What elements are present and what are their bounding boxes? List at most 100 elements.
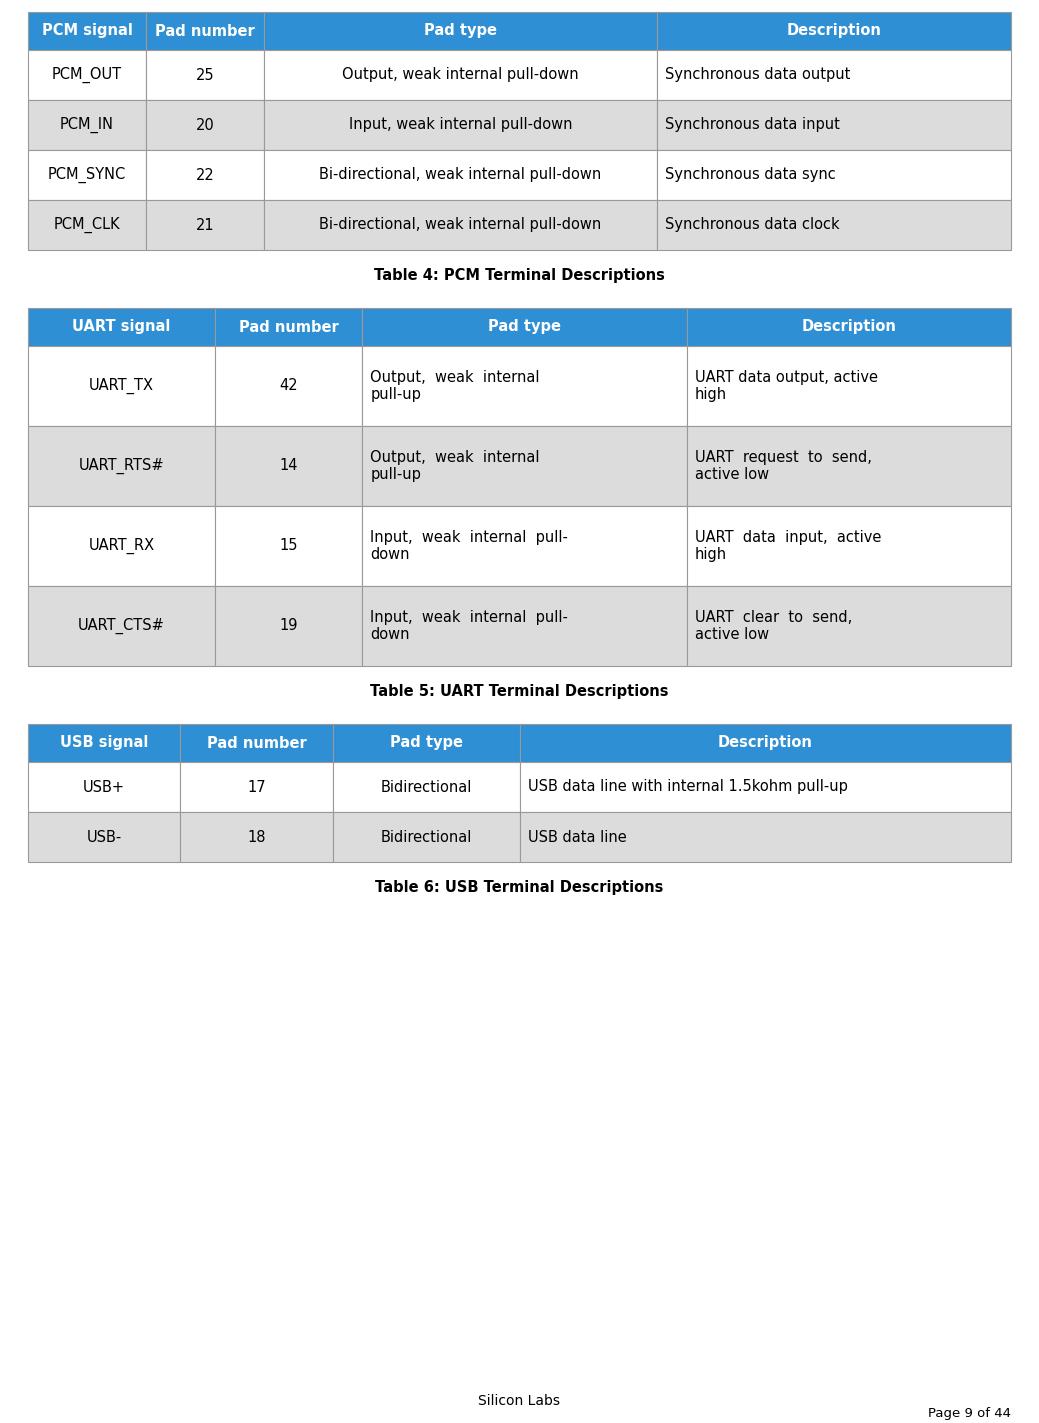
Text: PCM_IN: PCM_IN — [60, 117, 114, 134]
Text: Bidirectional: Bidirectional — [380, 780, 472, 794]
Text: Output,  weak  internal
pull-up: Output, weak internal pull-up — [370, 370, 539, 403]
Bar — [145, 11, 264, 50]
Bar — [181, 813, 332, 862]
Bar — [363, 425, 687, 507]
Bar — [657, 201, 1011, 250]
Bar — [181, 724, 332, 761]
Text: Output, weak internal pull-down: Output, weak internal pull-down — [342, 67, 579, 83]
Bar — [264, 201, 657, 250]
Text: 18: 18 — [247, 830, 266, 844]
Text: UART signal: UART signal — [72, 320, 170, 334]
Text: Table 5: UART Terminal Descriptions: Table 5: UART Terminal Descriptions — [370, 684, 669, 699]
Text: Bi-directional, weak internal pull-down: Bi-directional, weak internal pull-down — [319, 168, 602, 182]
Bar — [28, 201, 145, 250]
Text: 19: 19 — [279, 619, 298, 633]
Bar — [215, 507, 363, 586]
Bar — [28, 813, 181, 862]
Bar — [363, 586, 687, 666]
Bar — [657, 11, 1011, 50]
Text: Pad type: Pad type — [488, 320, 561, 334]
Text: UART data output, active
high: UART data output, active high — [695, 370, 878, 403]
Bar — [28, 11, 145, 50]
Text: Pad number: Pad number — [239, 320, 339, 334]
Text: USB data line: USB data line — [528, 830, 627, 844]
Bar — [28, 724, 181, 761]
Text: 25: 25 — [195, 67, 214, 83]
Bar — [145, 100, 264, 149]
Bar — [28, 346, 215, 425]
Text: 42: 42 — [279, 379, 298, 394]
Bar — [332, 724, 520, 761]
Text: Synchronous data input: Synchronous data input — [665, 118, 840, 132]
Bar — [657, 149, 1011, 201]
Bar — [28, 50, 145, 100]
Text: Input,  weak  internal  pull-
down: Input, weak internal pull- down — [370, 529, 568, 562]
Text: Description: Description — [718, 736, 812, 750]
Bar — [28, 307, 215, 346]
Bar — [687, 425, 1011, 507]
Text: Output,  weak  internal
pull-up: Output, weak internal pull-up — [370, 450, 539, 482]
Bar — [264, 149, 657, 201]
Bar — [687, 507, 1011, 586]
Text: PCM_SYNC: PCM_SYNC — [48, 166, 126, 184]
Bar — [28, 761, 181, 813]
Text: Synchronous data output: Synchronous data output — [665, 67, 851, 83]
Bar — [520, 813, 1011, 862]
Text: Bidirectional: Bidirectional — [380, 830, 472, 844]
Text: 15: 15 — [279, 538, 298, 554]
Bar — [332, 761, 520, 813]
Text: UART  request  to  send,
active low: UART request to send, active low — [695, 450, 872, 482]
Text: 20: 20 — [195, 118, 214, 132]
Text: 21: 21 — [195, 218, 214, 232]
Text: USB+: USB+ — [83, 780, 125, 794]
Bar — [215, 586, 363, 666]
Bar — [332, 813, 520, 862]
Text: 14: 14 — [279, 458, 298, 474]
Text: Synchronous data clock: Synchronous data clock — [665, 218, 840, 232]
Text: USB data line with internal 1.5kohm pull-up: USB data line with internal 1.5kohm pull… — [528, 780, 848, 794]
Text: PCM signal: PCM signal — [42, 24, 132, 38]
Text: UART_RTS#: UART_RTS# — [79, 458, 164, 474]
Bar — [28, 586, 215, 666]
Bar — [363, 307, 687, 346]
Bar — [28, 507, 215, 586]
Text: Synchronous data sync: Synchronous data sync — [665, 168, 835, 182]
Text: 17: 17 — [247, 780, 266, 794]
Text: Table 4: PCM Terminal Descriptions: Table 4: PCM Terminal Descriptions — [374, 268, 665, 283]
Text: Silicon Labs: Silicon Labs — [479, 1395, 560, 1407]
Bar — [28, 425, 215, 507]
Bar — [28, 149, 145, 201]
Bar — [363, 346, 687, 425]
Bar — [145, 149, 264, 201]
Text: 22: 22 — [195, 168, 214, 182]
Bar — [363, 507, 687, 586]
Text: Page 9 of 44: Page 9 of 44 — [928, 1406, 1011, 1420]
Text: Input,  weak  internal  pull-
down: Input, weak internal pull- down — [370, 610, 568, 642]
Text: UART_CTS#: UART_CTS# — [78, 618, 165, 635]
Bar — [687, 307, 1011, 346]
Text: Table 6: USB Terminal Descriptions: Table 6: USB Terminal Descriptions — [375, 879, 664, 895]
Text: USB signal: USB signal — [60, 736, 149, 750]
Text: Pad type: Pad type — [424, 24, 497, 38]
Bar — [215, 425, 363, 507]
Bar — [264, 100, 657, 149]
Bar — [520, 761, 1011, 813]
Text: Bi-directional, weak internal pull-down: Bi-directional, weak internal pull-down — [319, 218, 602, 232]
Bar — [687, 586, 1011, 666]
Bar — [181, 761, 332, 813]
Text: Description: Description — [801, 320, 897, 334]
Text: PCM_OUT: PCM_OUT — [52, 67, 122, 83]
Bar — [28, 100, 145, 149]
Text: UART_RX: UART_RX — [88, 538, 155, 554]
Bar — [264, 50, 657, 100]
Text: Description: Description — [787, 24, 881, 38]
Text: Pad number: Pad number — [207, 736, 307, 750]
Bar — [145, 50, 264, 100]
Text: UART  clear  to  send,
active low: UART clear to send, active low — [695, 610, 852, 642]
Bar — [687, 346, 1011, 425]
Text: Pad number: Pad number — [155, 24, 255, 38]
Bar — [215, 346, 363, 425]
Text: UART  data  input,  active
high: UART data input, active high — [695, 529, 881, 562]
Bar — [264, 11, 657, 50]
Bar — [145, 201, 264, 250]
